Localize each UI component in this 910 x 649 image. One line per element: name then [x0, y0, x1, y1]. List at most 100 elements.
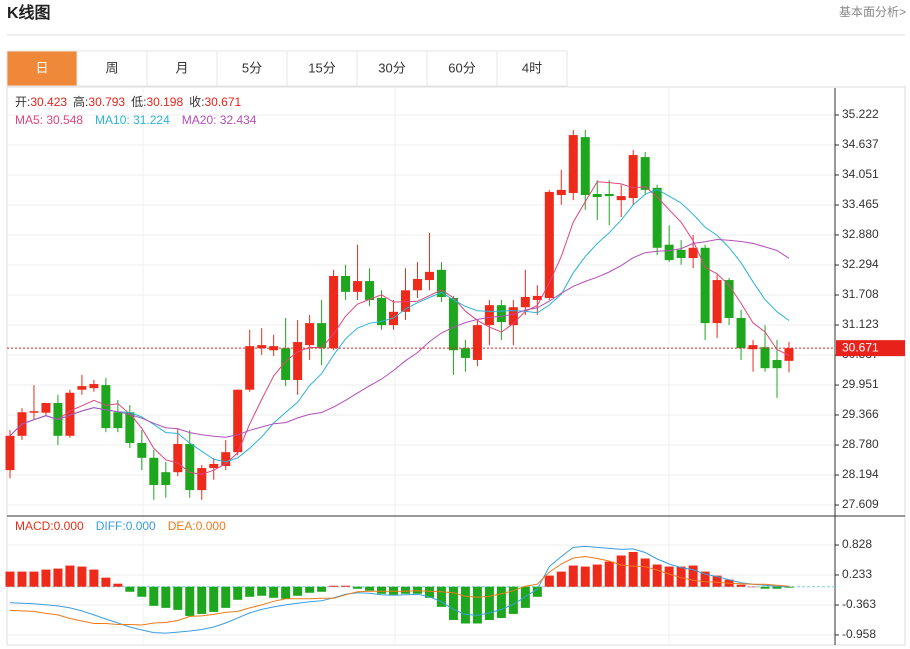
ma-line	[9, 181, 790, 475]
macd-bar	[257, 586, 267, 596]
candle-body	[329, 275, 339, 349]
macd-bar	[628, 551, 638, 587]
macd-bar	[77, 566, 87, 587]
candle-body	[556, 189, 566, 196]
tab-label[interactable]: 5分	[242, 60, 262, 75]
tab[interactable]	[356, 50, 428, 87]
candle-body	[496, 305, 506, 323]
macd-bar	[365, 586, 375, 591]
macd-bar	[101, 577, 111, 587]
candle-body	[640, 157, 650, 190]
y-tick-label: 28.194	[842, 467, 879, 481]
macd-bar	[65, 565, 75, 587]
macd-bar	[604, 561, 614, 587]
candle-body	[688, 247, 698, 259]
candle-body	[65, 392, 75, 436]
tab-label[interactable]: 周	[105, 60, 118, 75]
candle-body	[520, 296, 530, 308]
macd-bar	[688, 565, 698, 587]
macd-bar	[592, 564, 602, 587]
candle-body	[269, 346, 279, 351]
macd-bar	[293, 586, 303, 596]
candle-body	[101, 385, 111, 429]
candle-body	[137, 442, 147, 458]
candle-body	[317, 323, 327, 349]
tab[interactable]	[496, 50, 568, 87]
macd-bar	[568, 565, 578, 587]
y-tick-label: 0.828	[842, 537, 872, 551]
y-tick-label: 34.637	[842, 137, 879, 151]
fundamental-link[interactable]: 基本面分析>	[839, 5, 906, 19]
macd-bar	[173, 586, 183, 610]
y-tick-label: 33.465	[842, 197, 879, 211]
y-tick-label: 31.708	[842, 287, 879, 301]
candle-body	[400, 290, 410, 312]
candle-body	[472, 325, 482, 360]
macd-bar	[341, 585, 351, 587]
macd-legend-item: DIFF:0.000	[96, 519, 156, 533]
macd-bar	[221, 586, 231, 608]
candle-body	[652, 187, 662, 248]
tab-label[interactable]: 60分	[448, 60, 475, 75]
macd-bar	[233, 586, 243, 600]
macd-bar	[353, 586, 363, 589]
macd-legend-item: DEA:0.000	[168, 519, 226, 533]
y-tick-label: -0.363	[842, 597, 876, 611]
y-tick-label: 28.780	[842, 437, 879, 451]
macd-bar	[125, 586, 135, 592]
candle-body	[448, 297, 458, 351]
candle-body	[592, 193, 602, 198]
macd-bar	[640, 558, 650, 587]
ohlc-label: 高:	[73, 94, 88, 109]
candle-body	[784, 348, 794, 361]
macd-bar	[460, 586, 470, 624]
candle-body	[305, 323, 315, 346]
candle-body	[532, 295, 542, 301]
ohlc-label: 低:	[131, 95, 146, 109]
macd-bar	[472, 586, 482, 624]
y-tick-label: 32.880	[842, 227, 879, 241]
candle-body	[209, 463, 219, 469]
dea-line	[9, 555, 790, 626]
macd-bar	[161, 586, 171, 608]
y-tick-label: 0.233	[842, 567, 872, 581]
candle-body	[724, 280, 734, 318]
candle-body	[736, 317, 746, 349]
candle-body	[412, 279, 422, 291]
macd-bar	[113, 583, 123, 587]
candle-body	[616, 196, 626, 201]
candle-body	[173, 443, 183, 473]
tab-label[interactable]: 4时	[522, 60, 542, 75]
candle-body	[293, 342, 303, 380]
ma-legend-item: MA20: 32.434	[182, 113, 257, 127]
ohlc-legend: 开:30.423 高:30.793 低:30.198 收:30.671	[15, 94, 242, 109]
macd-bar	[616, 555, 626, 587]
candle-body	[700, 247, 710, 324]
tab-label[interactable]: 月	[175, 60, 188, 75]
macd-bar	[784, 586, 794, 588]
tab-label[interactable]: 15分	[308, 60, 335, 75]
tab[interactable]	[76, 50, 148, 87]
macd-bar	[772, 586, 782, 589]
y-tick-label: -0.958	[842, 627, 876, 641]
tab[interactable]	[146, 50, 218, 87]
ohlc-value: 30.198	[146, 95, 183, 109]
macd-bar	[556, 571, 566, 587]
candle-body	[41, 403, 51, 413]
ohlc-value: 30.793	[88, 95, 125, 109]
candle-body	[436, 269, 446, 297]
candle-body	[185, 443, 195, 491]
candle-body	[353, 281, 363, 292]
macd-bar	[281, 586, 291, 599]
ma-legend-item: MA5: 30.548	[15, 113, 83, 127]
tab-label[interactable]: 30分	[378, 60, 405, 75]
macd-bar	[580, 566, 590, 587]
macd-bar	[736, 584, 746, 587]
macd-bar	[448, 586, 458, 620]
candle-body	[89, 384, 99, 389]
macd-bar	[664, 566, 674, 587]
tab-label[interactable]: 日	[35, 60, 48, 75]
y-tick-label: 34.051	[842, 167, 879, 181]
macd-bar	[197, 586, 207, 614]
macd-bar	[137, 586, 147, 597]
